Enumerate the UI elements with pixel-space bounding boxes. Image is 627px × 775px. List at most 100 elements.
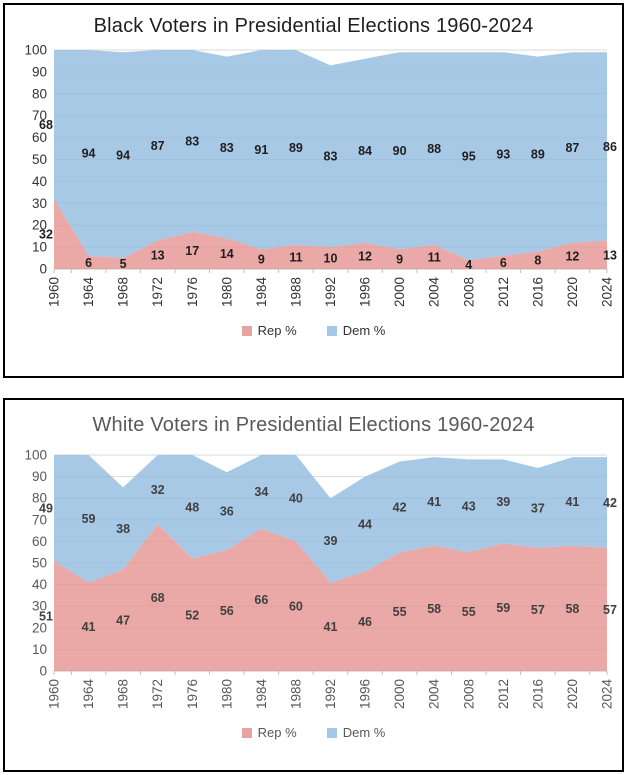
rep-data-label: 11 <box>428 250 441 264</box>
legend-label-dem: Dem % <box>342 323 386 338</box>
y-axis-tick-label: 100 <box>24 43 47 58</box>
y-axis-tick-label: 70 <box>32 108 47 123</box>
rep-data-label: 58 <box>427 602 441 616</box>
dem-data-label: 37 <box>531 501 545 515</box>
dem-data-label: 93 <box>496 148 510 162</box>
y-axis-tick-label: 80 <box>32 86 47 101</box>
dem-data-label: 94 <box>82 146 96 160</box>
legend-label-rep: Rep % <box>257 725 297 740</box>
dem-data-label: 94 <box>116 149 130 163</box>
rep-data-label: 57 <box>531 603 545 617</box>
dem-data-label: 43 <box>462 499 476 513</box>
legend-label-dem: Dem % <box>342 725 386 740</box>
y-axis-tick-label: 30 <box>32 196 47 211</box>
rep-data-label: 9 <box>396 253 403 267</box>
rep-data-label: 17 <box>185 244 199 258</box>
y-axis-tick-label: 60 <box>32 130 47 145</box>
x-axis-tick-label: 2004 <box>427 277 442 308</box>
x-axis-tick-label: 2024 <box>600 277 615 308</box>
rep-data-label: 58 <box>565 602 579 616</box>
rep-data-label: 55 <box>462 605 476 619</box>
dem-area <box>54 455 607 583</box>
rep-data-label: 14 <box>220 247 234 261</box>
x-axis-tick-label: 2008 <box>461 277 476 307</box>
rep-data-label: 4 <box>465 258 472 272</box>
legend-item-dem: Dem % <box>326 725 386 740</box>
rep-area <box>54 198 607 269</box>
x-axis-tick-label: 1976 <box>185 679 200 709</box>
rep-data-label: 10 <box>324 252 338 266</box>
legend-label-rep: Rep % <box>257 323 297 338</box>
x-axis-tick-label: 1964 <box>81 277 96 308</box>
x-axis-tick-label: 1996 <box>358 277 373 307</box>
dem-data-label: 91 <box>254 143 268 157</box>
dem-data-label: 68 <box>39 118 53 132</box>
dem-data-label: 87 <box>151 139 165 153</box>
rep-data-label: 66 <box>254 593 268 607</box>
legend: Rep % Dem % <box>5 323 622 338</box>
dem-data-label: 59 <box>82 512 96 526</box>
y-axis-tick-label: 100 <box>24 448 47 463</box>
y-axis-tick-label: 20 <box>32 620 47 635</box>
rep-data-label: 13 <box>151 248 165 262</box>
y-axis-tick-label: 80 <box>32 491 47 506</box>
white-voters-chart-card: White Voters in Presidential Elections 1… <box>3 398 624 772</box>
dem-data-label: 42 <box>603 496 617 510</box>
rep-data-label: 11 <box>289 250 302 264</box>
x-axis-tick-label: 1964 <box>81 679 96 710</box>
x-axis-tick-label: 1992 <box>323 679 338 709</box>
dem-data-label: 83 <box>220 141 234 155</box>
x-axis-tick-label: 1976 <box>185 277 200 307</box>
y-axis-tick-label: 0 <box>39 262 47 277</box>
chart-title: White Voters in Presidential Elections 1… <box>92 414 535 436</box>
y-axis-tick-label: 10 <box>32 240 47 255</box>
x-axis-tick-label: 1992 <box>323 277 338 307</box>
dem-data-label: 42 <box>393 500 407 514</box>
x-axis-tick-label: 1960 <box>47 277 62 307</box>
dem-data-label: 32 <box>151 483 165 497</box>
rep-swatch-icon <box>241 325 252 336</box>
dem-data-label: 36 <box>220 505 234 519</box>
legend-item-rep: Rep % <box>241 323 297 338</box>
y-axis-tick-label: 0 <box>39 664 47 679</box>
dem-data-label: 83 <box>324 150 338 164</box>
rep-data-label: 47 <box>116 614 130 628</box>
x-axis-tick-label: 1988 <box>288 277 303 307</box>
x-axis-tick-label: 2020 <box>565 679 580 709</box>
rep-data-label: 5 <box>120 257 127 271</box>
x-axis-tick-label: 1996 <box>358 679 373 709</box>
dem-data-label: 89 <box>289 141 303 155</box>
x-axis-tick-label: 1960 <box>47 679 62 709</box>
rep-data-label: 32 <box>39 227 53 241</box>
rep-data-label: 56 <box>220 604 234 618</box>
y-axis-tick-label: 50 <box>32 556 47 571</box>
y-axis-tick-label: 40 <box>32 174 47 189</box>
dem-data-label: 44 <box>358 518 372 532</box>
x-axis-tick-label: 2020 <box>565 277 580 307</box>
x-axis-tick-label: 1984 <box>254 277 269 308</box>
x-axis-tick-label: 1972 <box>150 277 165 307</box>
rep-data-label: 8 <box>534 254 541 268</box>
x-axis-tick-label: 2012 <box>496 679 511 709</box>
dem-data-label: 38 <box>116 522 130 536</box>
dem-data-label: 87 <box>565 141 579 155</box>
x-axis-tick-label: 1972 <box>150 679 165 709</box>
x-axis-tick-label: 1968 <box>116 277 131 307</box>
dem-data-label: 40 <box>289 492 303 506</box>
rep-data-label: 60 <box>289 600 303 614</box>
dem-data-label: 48 <box>185 500 199 514</box>
rep-data-label: 41 <box>82 620 96 634</box>
dem-data-label: 41 <box>427 495 441 509</box>
dem-data-label: 83 <box>185 134 199 148</box>
dem-data-label: 95 <box>462 150 476 164</box>
dem-data-label: 39 <box>496 495 510 509</box>
x-axis-tick-label: 1980 <box>219 679 234 709</box>
x-axis-tick-label: 2000 <box>392 277 407 307</box>
y-axis-tick-label: 30 <box>32 599 47 614</box>
rep-swatch-icon <box>241 727 252 738</box>
rep-data-label: 59 <box>496 601 510 615</box>
dem-data-label: 86 <box>603 140 617 154</box>
y-axis-tick-label: 40 <box>32 577 47 592</box>
y-axis-tick-label: 20 <box>32 218 47 233</box>
dem-data-label: 39 <box>324 534 338 548</box>
